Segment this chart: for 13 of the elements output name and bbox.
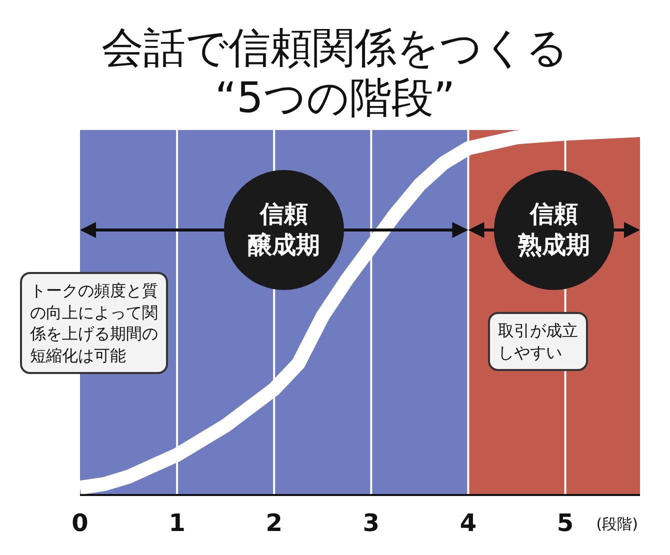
band-label: 信頼醸成期 [248,198,320,261]
x-tick-label: 4 [460,509,477,537]
chart-title: 会話で信頼関係をつくる [102,23,568,72]
x-tick-label: 1 [168,509,186,537]
annotation: トークの頻度と質の向上によって関係を上げる期間の短縮化は可能 [20,272,168,374]
x-tick-label: 3 [362,509,380,537]
chart-subtitle: “5つの階段” [214,73,456,122]
band-label: 信頼熟成期 [518,198,590,261]
x-tick-label: 0 [72,509,88,537]
x-tick-label: 5 [556,509,574,537]
x-axis-title: (段階) [596,515,638,533]
x-tick-label: 2 [266,509,282,537]
annotation: 取引が成立しやすい [488,312,588,372]
